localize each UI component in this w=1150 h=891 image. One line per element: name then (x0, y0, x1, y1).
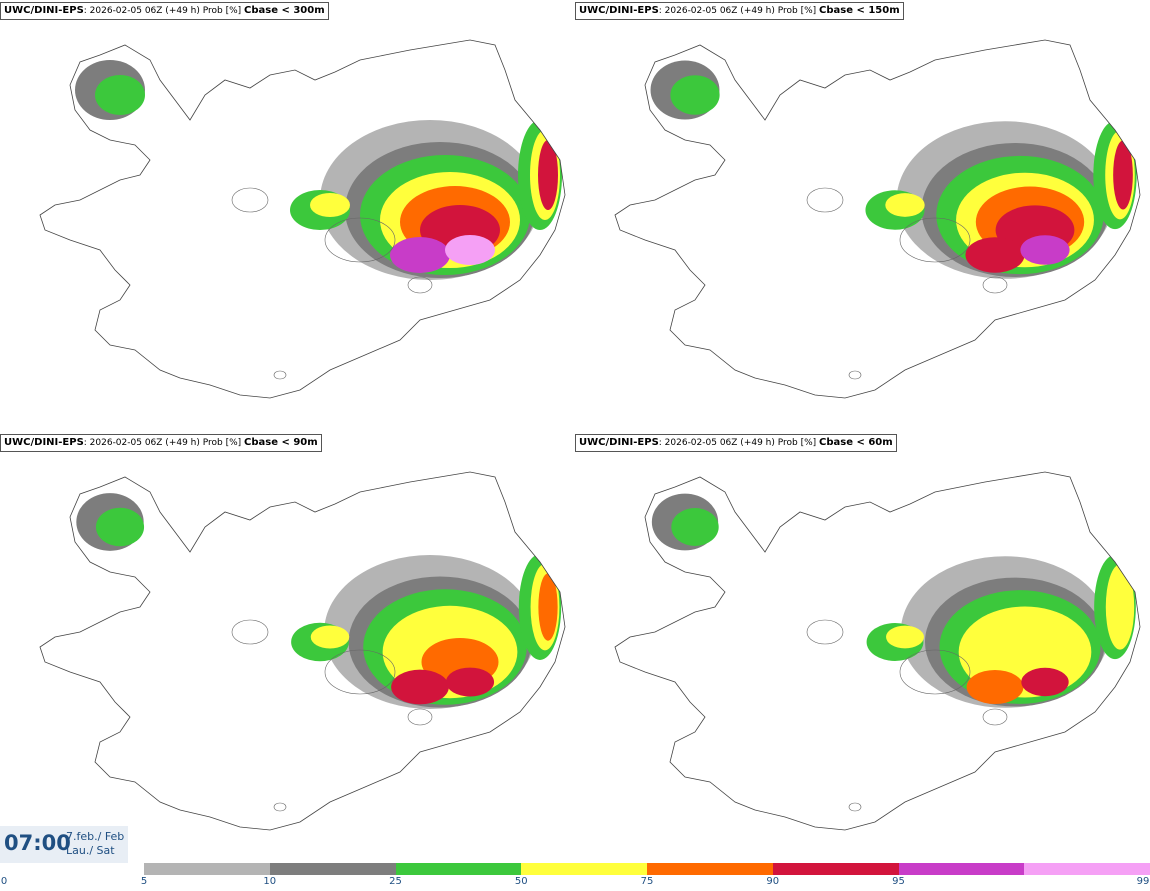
terrain-outline (407, 708, 433, 726)
terrain-outline (982, 708, 1008, 726)
terrain-outline (273, 370, 287, 380)
terrain-outline (848, 370, 862, 380)
probability-contour (95, 507, 145, 547)
panel-title: UWC/DINI-EPS: 2026-02-05 06Z (+49 h) Pro… (575, 434, 897, 452)
panel-title: UWC/DINI-EPS: 2026-02-05 06Z (+49 h) Pro… (0, 434, 322, 452)
probability-contour (671, 508, 719, 546)
probability-contour (391, 669, 449, 705)
probability-contour (310, 193, 350, 217)
probability-contour (965, 237, 1025, 273)
colorbar-segment (521, 863, 647, 875)
probability-contour (95, 75, 145, 115)
probability-contour (538, 573, 558, 641)
map-panel-3: UWC/DINI-EPS: 2026-02-05 06Z (+49 h) Pro… (0, 432, 575, 862)
valid-date: 7.feb./ Feb Lau./ Sat (66, 830, 124, 858)
probability-contour (445, 235, 495, 265)
map-panel-4: UWC/DINI-EPS: 2026-02-05 06Z (+49 h) Pro… (575, 432, 1150, 862)
colorbar-segment (647, 863, 773, 875)
probability-contour (670, 75, 720, 115)
colorbar-tick-label: 25 (389, 876, 402, 887)
terrain-outline (273, 802, 287, 812)
probability-contour (886, 625, 924, 649)
colorbar-segment (144, 863, 270, 875)
probability-contour (966, 669, 1024, 705)
colorbar-segment (1024, 863, 1150, 875)
terrain-outline (324, 217, 396, 263)
valid-time-box: 07:00 7.feb./ Feb Lau./ Sat (0, 826, 128, 863)
colorbar-tick-label: 50 (514, 876, 528, 887)
panel-title: UWC/DINI-EPS: 2026-02-05 06Z (+49 h) Pro… (575, 2, 904, 20)
colorbar-tick-label: 99 (1136, 876, 1150, 887)
probability-contour (1021, 667, 1069, 697)
terrain-outline (407, 276, 433, 294)
map-panel-1: UWC/DINI-EPS: 2026-02-05 06Z (+49 h) Pro… (0, 0, 575, 430)
valid-time-clock: 07:00 (4, 831, 71, 855)
iceland-map (614, 39, 1141, 399)
colorbar-tick-label: 10 (263, 876, 277, 887)
terrain-outline (231, 619, 269, 645)
probability-contour (445, 667, 495, 697)
valid-date-line2: Lau./ Sat (66, 844, 115, 857)
probability-contour (1020, 235, 1070, 265)
colorbar-ticks: 0 5 10 25 50 75 90 95 99 (0, 876, 1150, 890)
terrain-outline (982, 276, 1008, 294)
probability-contour (1113, 573, 1133, 641)
iceland-map (39, 39, 566, 399)
panel-title: UWC/DINI-EPS: 2026-02-05 06Z (+49 h) Pro… (0, 2, 329, 20)
coastline (614, 471, 1141, 831)
iceland-map (39, 471, 566, 831)
probability-contour (310, 625, 350, 649)
probability-colorbar (144, 863, 1150, 875)
probability-contour (885, 193, 925, 217)
probability-contour (1113, 140, 1133, 210)
terrain-outline (899, 217, 971, 263)
colorbar-segment (395, 863, 522, 875)
colorbar-tick-label: 95 (892, 876, 905, 887)
terrain-outline (231, 187, 269, 213)
probability-contour (538, 140, 558, 210)
probability-contour (390, 237, 450, 273)
terrain-outline (899, 649, 971, 695)
colorbar-tick-label: 0 (0, 876, 8, 887)
valid-date-line1: 7.feb./ Feb (66, 830, 125, 843)
terrain-outline (324, 649, 396, 695)
colorbar-tick-label: 5 (140, 876, 148, 887)
terrain-outline (806, 619, 844, 645)
coastline (39, 39, 566, 399)
terrain-outline (806, 187, 844, 213)
colorbar-tick-label: 90 (766, 876, 780, 887)
iceland-map (614, 471, 1141, 831)
colorbar-segment (898, 863, 1025, 875)
coastline (39, 471, 566, 831)
terrain-outline (848, 802, 862, 812)
colorbar-segment (772, 863, 899, 875)
map-panel-2: UWC/DINI-EPS: 2026-02-05 06Z (+49 h) Pro… (575, 0, 1150, 430)
colorbar-tick-label: 75 (640, 876, 654, 887)
colorbar-segment (269, 863, 396, 875)
coastline (614, 39, 1141, 399)
